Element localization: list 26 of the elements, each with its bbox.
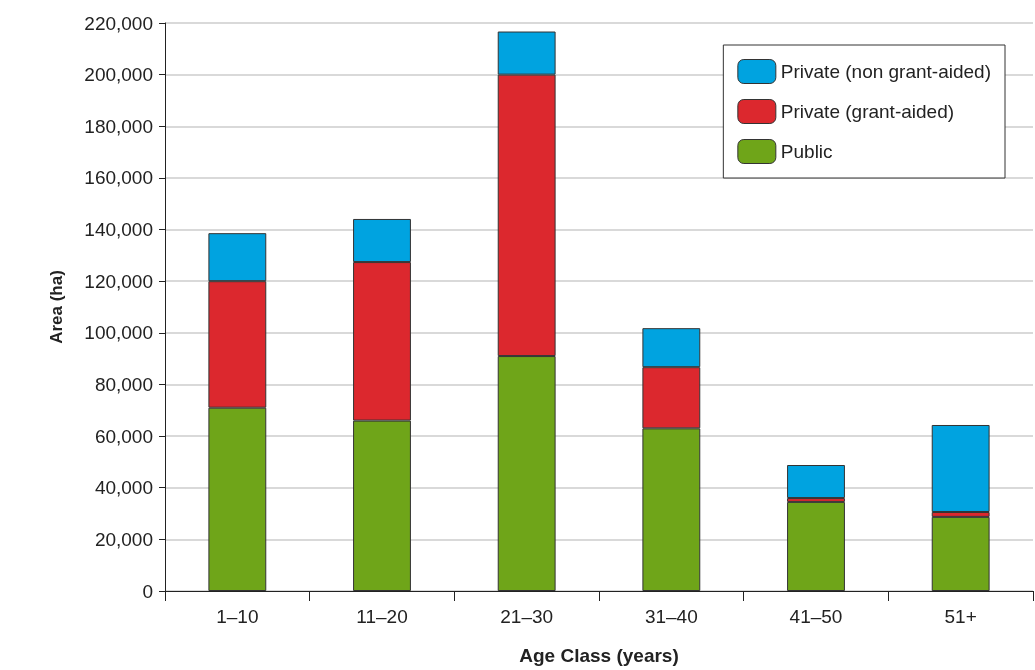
x-tick-label: 41–50 [789,606,843,627]
y-tick-label: 120,000 [84,270,153,292]
legend-label: Private (non grant-aided) [780,61,991,82]
y-tick-label: 200,000 [84,64,153,86]
x-axis-title: Age Class (years) [519,645,679,666]
y-tick-label: 40,000 [94,477,153,499]
bar [787,501,845,591]
y-tick-label: 180,000 [84,115,153,137]
y-tick-label: 220,000 [84,12,153,34]
x-tick-label: 51+ [944,606,977,627]
x-tick-label: 11–20 [356,606,408,627]
y-tick-label: 100,000 [84,322,153,344]
y-tick-label: 140,000 [84,219,153,241]
x-tick-label: 21–30 [500,606,554,627]
y-tick-label: 0 [142,580,153,602]
y-tick-label: 160,000 [84,167,153,189]
y-tick-label: 80,000 [94,373,153,395]
legend-label: Public [780,141,833,162]
bar [931,516,990,591]
x-tick-label: 1–10 [216,606,259,627]
legend-label: Private (grant-aided) [780,101,955,122]
x-tick-label: 31–40 [644,606,698,627]
y-axis-title: Area (ha) [47,270,66,344]
y-tick-label: 60,000 [94,425,153,447]
y-tick-label: 20,000 [94,528,153,550]
bar [787,465,845,499]
